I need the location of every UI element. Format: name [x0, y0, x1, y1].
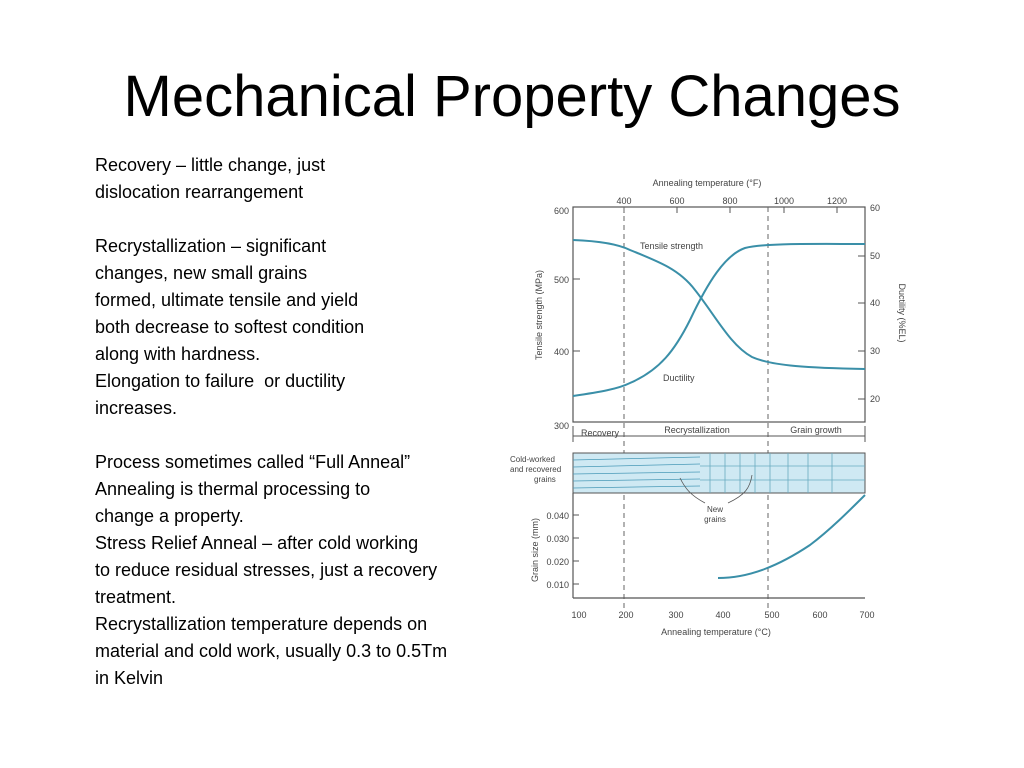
new-grains-arrows [679, 474, 753, 504]
body-line: change a property. [95, 506, 244, 526]
bottom-tick-label: 300 [668, 610, 683, 620]
new-grains-label: grains [704, 515, 726, 524]
left-tick-label: 300 [554, 421, 569, 431]
body-line: Process sometimes called “Full Anneal” [95, 452, 411, 472]
body-line: dislocation rearrangement [95, 182, 304, 202]
micro-label: Cold-worked [510, 455, 555, 464]
bottom-tick-label: 400 [715, 610, 730, 620]
tensile-curve-label: Tensile strength [640, 241, 703, 251]
body-line: changes, new small grains [95, 263, 308, 283]
grain-size-curve [717, 494, 866, 579]
left-axis-label: Tensile strength (MPa) [534, 270, 544, 360]
bottom-tick-label: 100 [571, 610, 586, 620]
bottom-tick-label: 200 [618, 610, 633, 620]
body-line: in Kelvin [95, 668, 164, 688]
top-axis-label: Annealing temperature (°F) [653, 178, 762, 188]
slide-title: Mechanical Property Changes [123, 64, 901, 129]
body-line: Recrystallization – significant [95, 236, 327, 256]
body-line: to reduce residual stresses, just a reco… [95, 560, 438, 580]
region-label-grain-growth: Grain growth [790, 425, 842, 435]
deformed-grains [572, 456, 701, 489]
left-tick-label: 400 [554, 347, 569, 357]
left-tick-label: 500 [554, 275, 569, 285]
top-tick-label: 1000 [774, 196, 794, 206]
right-axis-ticks [858, 255, 865, 400]
body-line: Recovery – little change, just [95, 155, 326, 175]
grain-tick-label: 0.020 [546, 557, 569, 567]
body-line [95, 206, 545, 233]
top-tick-label: 600 [669, 196, 684, 206]
new-grains-label: New [707, 505, 723, 514]
grain-axis-ticks [573, 514, 579, 585]
bottom-axis-label: Annealing temperature (°C) [661, 627, 771, 637]
body-line: Annealing is thermal processing to [95, 479, 371, 499]
micro-label: grains [534, 475, 556, 484]
body-line: Stress Relief Anneal – after cold workin… [95, 533, 419, 553]
microstructure-band [572, 452, 866, 494]
grain-tick-label: 0.040 [546, 511, 569, 521]
grain-tick-label: 0.010 [546, 580, 569, 590]
body-line: material and cold work, usually 0.3 to 0… [95, 641, 448, 661]
left-tick-label: 600 [554, 206, 569, 216]
grain-plot-axes [572, 493, 865, 599]
tensile-strength-curve [572, 239, 866, 370]
region-label-recovery: Recovery [581, 428, 620, 438]
body-line: treatment. [95, 587, 177, 607]
left-axis-ticks [573, 278, 580, 352]
body-line: Recrystallization temperature depends on [95, 614, 428, 634]
slide-body-text: Recovery – little change, just dislocati… [95, 152, 545, 692]
top-tick-label: 1200 [827, 196, 847, 206]
bottom-tick-label: 700 [859, 610, 874, 620]
annealing-figure: Annealing temperature (°F) 400 600 800 1… [510, 178, 907, 637]
right-axis-label: Ductility (%EL) [897, 283, 907, 342]
body-line [95, 422, 545, 449]
bottom-tick-label: 600 [812, 610, 827, 620]
body-line: increases. [95, 398, 178, 418]
grain-tick-label: 0.030 [546, 534, 569, 544]
grain-axis-label: Grain size (mm) [530, 518, 540, 582]
top-tick-label: 800 [722, 196, 737, 206]
ductility-curve [572, 242, 866, 397]
region-label-recrystallization: Recrystallization [664, 425, 730, 435]
body-line: both decrease to softest condition [95, 317, 365, 337]
micro-label: and recovered [510, 465, 561, 474]
right-tick-label: 50 [870, 251, 880, 261]
body-line: along with hardness. [95, 344, 261, 364]
recrystallized-grains [700, 453, 865, 493]
right-tick-label: 60 [870, 203, 880, 213]
body-line: formed, ultimate tensile and yield [95, 290, 359, 310]
right-tick-label: 20 [870, 394, 880, 404]
ductility-curve-label: Ductility [663, 373, 695, 383]
region-boundaries [623, 207, 769, 610]
property-plot-frame [572, 206, 866, 423]
right-tick-label: 30 [870, 346, 880, 356]
top-tick-label: 400 [616, 196, 631, 206]
right-tick-label: 40 [870, 298, 880, 308]
body-line: Elongation to failure or ductility [95, 371, 346, 391]
bottom-tick-label: 500 [764, 610, 779, 620]
region-bar [572, 426, 866, 442]
top-axis [623, 207, 838, 213]
